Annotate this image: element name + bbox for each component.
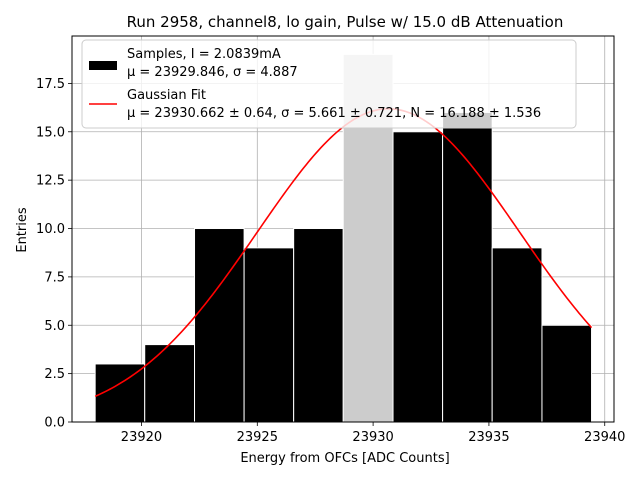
legend-samples-swatch bbox=[89, 61, 117, 70]
y-tick-label: 10.0 bbox=[36, 222, 65, 237]
histogram-bar bbox=[194, 228, 245, 423]
x-tick-label: 23935 bbox=[468, 430, 509, 445]
y-tick-label: 5.0 bbox=[44, 319, 65, 334]
y-tick-label: 0.0 bbox=[44, 416, 65, 431]
plot-frame bbox=[71, 35, 615, 423]
legend-fit-label: Gaussian Fit bbox=[127, 88, 206, 103]
x-tick-label: 23925 bbox=[237, 430, 278, 445]
histogram-bar bbox=[491, 247, 543, 423]
x-axis-title: Energy from OFCs [ADC Counts] bbox=[240, 451, 449, 466]
y-tick-label: 15.0 bbox=[36, 125, 65, 140]
x-tick-label: 23920 bbox=[121, 430, 162, 445]
legend-fit-stats: μ = 23930.662 ± 0.64, σ = 5.661 ± 0.721,… bbox=[127, 106, 541, 121]
x-axis-ticks: 23920 23925 23930 23935 23940 bbox=[121, 422, 625, 445]
y-tick-label: 7.5 bbox=[44, 270, 65, 285]
x-tick-label: 23930 bbox=[352, 430, 393, 445]
y-tick-label: 12.5 bbox=[36, 174, 65, 189]
histogram-bar bbox=[144, 344, 196, 423]
y-tick-label: 17.5 bbox=[36, 77, 65, 92]
legend-samples-stats: μ = 23929.846, σ = 4.887 bbox=[127, 65, 298, 80]
histogram-bar bbox=[392, 131, 444, 423]
histogram-bar bbox=[293, 228, 344, 423]
chart-title: Run 2958, channel8, lo gain, Pulse w/ 15… bbox=[127, 13, 564, 31]
histogram-bar bbox=[541, 324, 593, 423]
legend-samples-label: Samples, I = 2.0839mA bbox=[127, 47, 281, 62]
legend-box bbox=[81, 39, 577, 129]
y-axis-title: Entries bbox=[15, 207, 30, 253]
histogram-bar bbox=[243, 247, 295, 423]
y-tick-label: 2.5 bbox=[44, 367, 65, 382]
x-tick-label: 23940 bbox=[584, 430, 625, 445]
histogram-bar bbox=[442, 111, 493, 423]
y-axis-ticks: 0.0 2.5 5.0 7.5 10.0 12.5 15.0 17.5 bbox=[36, 77, 72, 431]
legend: Samples, I = 2.0839mA μ = 23929.846, σ =… bbox=[81, 39, 577, 129]
